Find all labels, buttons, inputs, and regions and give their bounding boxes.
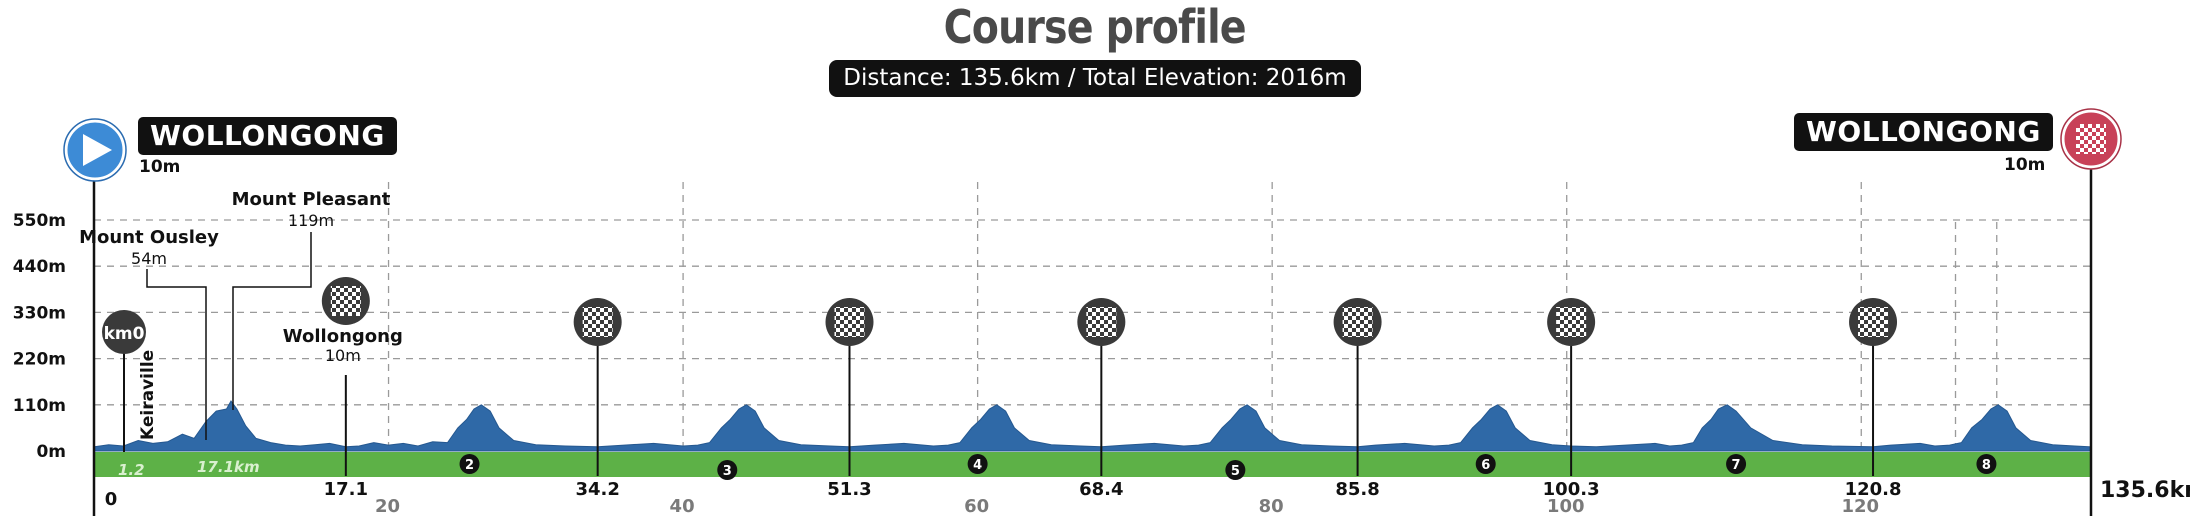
start-km-label: 0	[105, 489, 118, 510]
checkered-flag-icon	[1342, 307, 1373, 337]
finish-distance-label: 135.6km	[2100, 478, 2190, 503]
climb-leader-line	[232, 232, 312, 410]
sprint-marker	[1547, 298, 1596, 346]
grid	[94, 182, 2091, 452]
y-tick-label: 220m	[13, 350, 66, 370]
x-tick-label: 80	[1259, 496, 1284, 517]
lap-marker	[1475, 454, 1496, 474]
lap-number: 6	[1481, 458, 1490, 473]
lap-marker	[459, 454, 480, 474]
finish-city-badge: WOLLONGONG	[1794, 113, 2053, 151]
start-circle-ring	[63, 118, 127, 182]
x-tick-label: 100	[1547, 496, 1585, 517]
checkered-flag-icon	[1858, 307, 1889, 337]
neutral-start-label: 1.2	[118, 461, 145, 479]
sprint-km-label: 17.1	[324, 479, 368, 500]
sprint-marker	[1333, 298, 1382, 346]
start-elevation: 10m	[139, 157, 181, 177]
sprint-km-label: 68.4	[1079, 479, 1123, 500]
y-tick-label: 330m	[13, 303, 66, 323]
lap-marker	[1225, 460, 1246, 480]
x-tick-label: 60	[964, 496, 989, 517]
sprint-km-label: 85.8	[1335, 479, 1379, 500]
x-tick-label: 40	[670, 496, 695, 517]
lap-marker	[1726, 454, 1747, 474]
lap-number: 3	[723, 464, 732, 479]
climb-name: Mount Pleasant	[232, 189, 391, 210]
elevation-area	[93, 400, 2092, 452]
y-tick-label: 550m	[13, 211, 66, 231]
sprint-km-label: 34.2	[575, 479, 619, 500]
climb-leader-line	[146, 269, 207, 440]
y-tick-label: 0m	[36, 442, 66, 462]
chart-title: Course profile	[943, 0, 1247, 54]
lap-marker	[967, 454, 988, 474]
sprint-km-label: 120.8	[1845, 479, 1902, 500]
chart-subtitle: Distance: 135.6km / Total Elevation: 201…	[829, 60, 1361, 97]
checkered-flag-icon	[834, 307, 865, 337]
start-marker	[63, 118, 127, 182]
sprint-marker	[1077, 298, 1126, 346]
climb-elevation: 119m	[288, 211, 334, 230]
km0-label: km0	[104, 324, 145, 344]
lap-marker	[1976, 454, 1997, 474]
lap-marker	[717, 460, 738, 480]
sprint-marker	[321, 277, 370, 325]
sprint-marker	[825, 298, 874, 346]
lap-number: 4	[973, 458, 982, 473]
road-strip: 1.2 17.1km	[94, 452, 2091, 479]
y-axis: 0m 110m 220m 330m 440m 550m	[13, 211, 66, 462]
lap-number: 7	[1732, 458, 1741, 473]
climb-name: Mount Ousley	[79, 227, 219, 248]
y-tick-label: 110m	[13, 396, 66, 416]
climb-elevation: 54m	[131, 249, 167, 268]
neutral-length-label: 17.1km	[197, 458, 260, 476]
sprint-marker	[573, 298, 622, 346]
finish-circle-ring	[2060, 108, 2122, 170]
start-city-badge: WOLLONGONG	[138, 117, 397, 155]
checkered-flag-icon	[1086, 307, 1117, 337]
checkered-flag-icon	[582, 307, 613, 337]
x-axis: 20 40 60 80 100 120 0 135.6km	[92, 166, 2190, 517]
x-tick-label: 120	[1841, 496, 1879, 517]
lap-number: 5	[1231, 464, 1240, 479]
finish-marker	[2060, 108, 2122, 170]
play-triangle-icon	[83, 134, 112, 166]
sprint-km-label: 51.3	[827, 479, 871, 500]
sprint-name: Wollongong	[283, 326, 403, 347]
lap-number: 2	[465, 458, 474, 473]
sprint-km-label: 100.3	[1543, 479, 1600, 500]
checkered-flag-icon	[2076, 124, 2106, 154]
checkered-flag-icon	[330, 286, 361, 316]
place-label: Keiraville	[138, 350, 158, 440]
road-strip-bar	[94, 452, 2091, 477]
km0-marker	[102, 310, 146, 354]
elevation-profile	[93, 400, 2092, 452]
checkered-flag-icon	[1556, 307, 1587, 337]
y-tick-label: 440m	[13, 257, 66, 277]
sprint-elevation: 10m	[325, 346, 361, 365]
lap-number: 8	[1982, 458, 1991, 473]
x-tick-label: 20	[375, 496, 400, 517]
finish-elevation: 10m	[2004, 155, 2046, 175]
sprint-marker	[1849, 298, 1898, 346]
